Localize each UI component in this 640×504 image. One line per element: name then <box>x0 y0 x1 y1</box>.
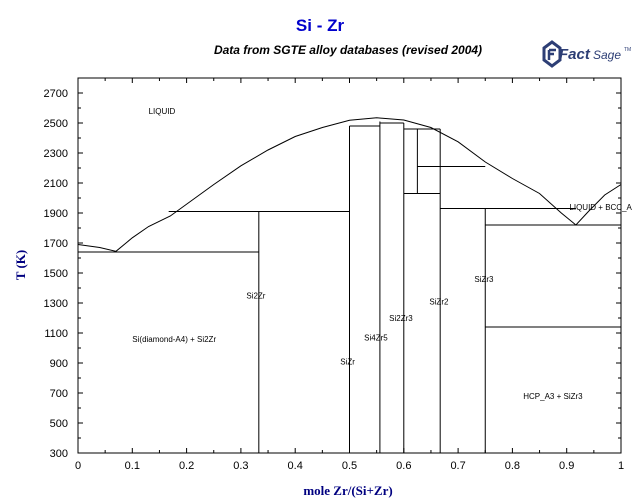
logo-text-fact: Fact <box>559 46 591 63</box>
x-tick-label: 0.1 <box>125 460 140 472</box>
phase-label: Si2Zr3 <box>389 314 413 323</box>
y-tick-label: 700 <box>50 388 68 400</box>
chart-title: Si - Zr <box>295 16 345 35</box>
phase-label: Si4Zr5 <box>364 334 388 343</box>
x-tick-label: 0.4 <box>288 460 303 472</box>
y-tick-label: 300 <box>50 448 68 460</box>
x-tick-label: 0.2 <box>179 460 194 472</box>
logo-tm: TM <box>624 47 631 53</box>
liquidus-curve <box>77 117 622 252</box>
phase-label: HCP_A3 + SiZr3 <box>523 392 583 401</box>
x-axis-label: mole Zr/(Si+Zr) <box>303 483 392 498</box>
factsage-logo: Fact Sage TM <box>540 38 634 72</box>
x-tick-label: 0.5 <box>342 460 357 472</box>
y-tick-label: 1700 <box>44 238 68 250</box>
y-tick-label: 1100 <box>44 328 68 340</box>
phase-label: LIQUID + BCC_A <box>569 203 632 212</box>
phase-label: Si(diamond-A4) + Si2Zr <box>132 335 216 344</box>
phase-label: Si2Zr <box>246 292 265 301</box>
y-tick-label: 2100 <box>44 178 68 190</box>
phase-label: SiZr2 <box>429 298 449 307</box>
x-tick-label: 0 <box>75 460 81 472</box>
y-axis-label: T (K) <box>13 250 28 280</box>
y-tick-label: 1900 <box>44 208 68 220</box>
phase-label: LIQUID <box>149 107 176 116</box>
factsage-logo-icon: Fact Sage TM <box>542 40 631 68</box>
y-tick-label: 500 <box>50 418 68 430</box>
chart-subtitle: Data from SGTE alloy databases (revised … <box>213 43 483 57</box>
y-tick-label: 2700 <box>44 88 68 100</box>
x-tick-label: 0.3 <box>233 460 248 472</box>
y-tick-label: 2500 <box>44 118 68 130</box>
x-tick-label: 1 <box>618 460 624 472</box>
y-tick-label: 1300 <box>44 298 68 310</box>
x-tick-label: 0.7 <box>450 460 465 472</box>
y-tick-label: 900 <box>50 358 68 370</box>
y-tick-label: 1500 <box>44 268 68 280</box>
x-tick-label: 0.9 <box>559 460 574 472</box>
x-tick-label: 0.8 <box>505 460 520 472</box>
y-tick-label: 2300 <box>44 148 68 160</box>
phase-label: SiZr <box>340 358 355 367</box>
phase-label: SiZr3 <box>474 275 494 284</box>
x-tick-label: 0.6 <box>396 460 411 472</box>
logo-text-sage: Sage <box>593 48 621 62</box>
